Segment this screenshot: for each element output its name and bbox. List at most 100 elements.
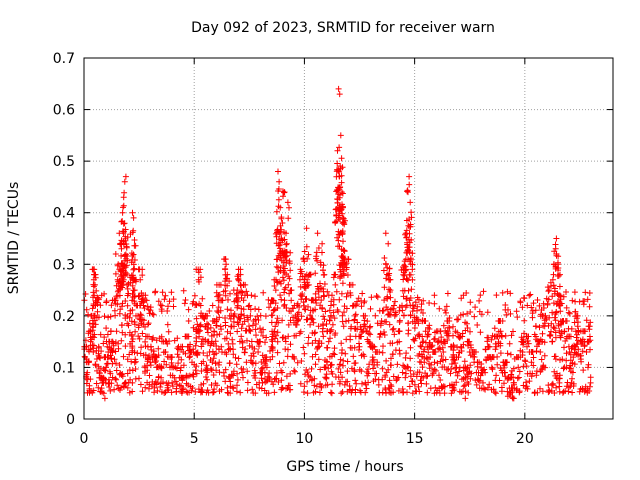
data-point — [417, 343, 424, 349]
data-point — [450, 385, 457, 391]
data-point — [160, 379, 166, 386]
data-point — [460, 341, 467, 348]
data-point — [298, 358, 305, 364]
data-point — [249, 386, 256, 393]
data-point — [285, 321, 292, 328]
data-point — [161, 390, 168, 396]
data-point — [216, 297, 223, 304]
data-point — [205, 329, 211, 336]
data-point — [172, 378, 179, 385]
data-point — [109, 360, 116, 367]
data-point — [89, 333, 96, 340]
data-point — [285, 281, 292, 288]
data-point — [465, 389, 472, 396]
data-point — [571, 289, 578, 296]
data-point — [390, 325, 397, 332]
data-point — [366, 324, 373, 331]
data-point — [396, 319, 403, 325]
data-point — [459, 330, 466, 337]
data-point — [225, 340, 232, 347]
data-point — [445, 324, 452, 331]
data-point — [552, 372, 559, 379]
data-point — [531, 389, 538, 396]
data-point — [227, 315, 234, 322]
data-point — [547, 333, 554, 339]
data-point — [359, 380, 365, 387]
data-point — [404, 188, 411, 195]
data-point — [408, 214, 415, 221]
data-point — [219, 349, 225, 355]
data-point — [388, 355, 394, 362]
data-point — [139, 388, 146, 395]
data-point — [120, 204, 126, 211]
data-point — [315, 245, 322, 251]
data-point — [92, 321, 99, 328]
data-point — [179, 377, 186, 384]
data-point — [225, 390, 232, 397]
data-point — [408, 236, 415, 243]
data-point — [83, 306, 90, 313]
data-point — [462, 319, 469, 326]
data-point — [174, 351, 181, 358]
data-point — [496, 377, 503, 384]
data-point — [365, 366, 371, 373]
data-point — [320, 262, 327, 269]
data-point — [356, 340, 362, 347]
data-point — [581, 342, 588, 349]
chart-title: Day 092 of 2023, SRMTID for receiver war… — [191, 20, 495, 36]
data-point — [452, 369, 459, 376]
data-point — [130, 287, 137, 294]
data-point — [526, 292, 533, 299]
data-point — [297, 328, 304, 335]
data-point — [379, 307, 386, 314]
data-point — [493, 372, 500, 379]
data-point — [237, 389, 244, 396]
data-point — [282, 346, 289, 353]
data-point — [556, 283, 563, 290]
data-point — [507, 351, 514, 358]
data-point — [279, 188, 286, 195]
data-point — [249, 322, 256, 329]
data-point — [266, 304, 272, 311]
data-point — [409, 250, 416, 257]
data-point — [351, 344, 358, 351]
data-point — [471, 313, 478, 320]
data-point — [389, 326, 396, 333]
data-point — [403, 266, 410, 273]
data-point — [126, 351, 133, 358]
data-point — [329, 381, 336, 388]
data-point — [517, 298, 524, 305]
data-point — [265, 296, 272, 303]
data-point — [420, 297, 427, 304]
data-point — [335, 365, 342, 372]
data-point — [526, 378, 533, 385]
data-point — [390, 389, 397, 396]
data-point — [287, 249, 294, 256]
data-point — [97, 331, 104, 338]
data-point — [122, 343, 129, 350]
data-point — [421, 359, 428, 366]
data-point — [367, 323, 374, 330]
data-point — [445, 333, 452, 339]
data-point — [107, 387, 114, 394]
data-point — [403, 234, 410, 241]
data-point — [274, 279, 281, 286]
data-point — [277, 264, 284, 271]
data-point — [401, 363, 408, 370]
data-point — [415, 332, 422, 339]
data-point — [489, 332, 496, 339]
data-point — [337, 369, 344, 376]
data-point — [418, 373, 425, 380]
data-point — [582, 328, 589, 335]
data-point — [309, 340, 316, 347]
data-point — [145, 356, 152, 363]
data-point — [220, 369, 227, 376]
data-point — [229, 336, 236, 343]
data-point — [336, 91, 343, 98]
data-point — [405, 320, 411, 327]
data-point — [180, 287, 187, 294]
data-point — [203, 362, 210, 369]
data-point — [561, 364, 568, 371]
data-point — [244, 292, 251, 299]
data-point — [214, 382, 220, 389]
